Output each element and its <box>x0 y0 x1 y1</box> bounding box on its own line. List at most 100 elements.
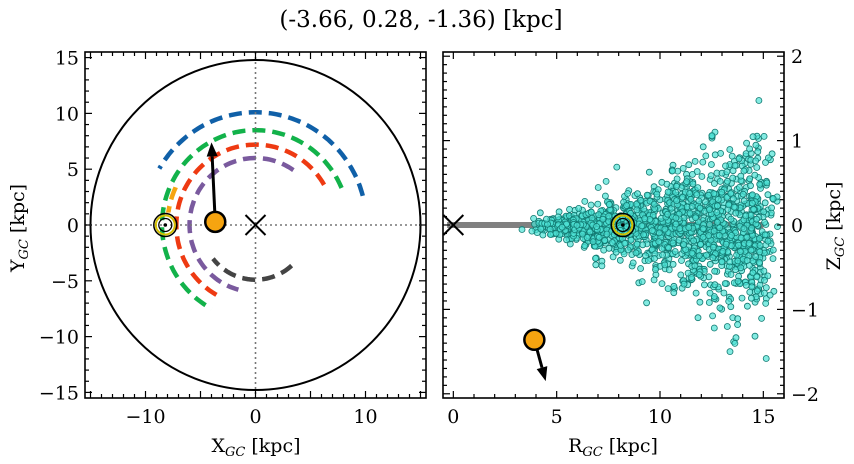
scatter-point <box>602 177 610 185</box>
left-x-tick-label: 10 <box>353 406 377 428</box>
left-y-tick-label: 15 <box>55 48 79 70</box>
scatter-point <box>762 284 770 292</box>
scatter-point <box>685 161 693 169</box>
scatter-point <box>675 236 683 244</box>
scatter-point <box>705 191 712 199</box>
scatter-point <box>727 190 735 198</box>
scatter-point <box>616 256 624 264</box>
scatter-point <box>751 332 759 340</box>
scatter-point <box>579 230 586 238</box>
scatter-point <box>729 174 737 182</box>
scatter-point <box>684 269 692 277</box>
scatter-point <box>699 158 707 166</box>
left-y-tick-label: 10 <box>55 103 79 125</box>
left-x-axis-label-unit: [kpc] <box>245 435 300 457</box>
scatter-point <box>665 266 673 274</box>
scatter-point <box>633 240 641 248</box>
left-y-tick-label: 5 <box>67 159 79 181</box>
scatter-point <box>760 267 768 275</box>
right-x-axis-label-sub: GC <box>582 445 602 460</box>
arrow-head <box>206 142 218 157</box>
scatter-point <box>575 204 583 212</box>
right-y-tick-label: −2 <box>791 384 819 406</box>
sun-marker <box>153 212 178 238</box>
scatter-point <box>734 277 742 285</box>
scatter-point <box>707 172 715 180</box>
scatter-point <box>709 312 716 320</box>
right-x-axis-label-unit: [kpc] <box>603 435 658 457</box>
scatter-point <box>725 297 733 305</box>
scatter-point <box>723 168 731 176</box>
scatter-point <box>699 225 707 233</box>
scatter-point <box>744 302 751 310</box>
right-y-tick-label: −1 <box>791 299 819 321</box>
scatter-point <box>583 234 591 241</box>
scatter-point <box>518 226 526 233</box>
scatter-point <box>735 155 743 163</box>
scatter-point <box>760 132 768 140</box>
scatter-point <box>761 218 768 226</box>
scatter-point <box>727 271 735 278</box>
scatter-point <box>748 224 755 232</box>
scatter-point <box>693 191 701 199</box>
scatter-point <box>672 214 680 222</box>
left-y-axis-label-main: Y <box>7 259 29 273</box>
scatter-point <box>586 228 594 236</box>
spiral-arm-dark <box>211 257 294 282</box>
scatter-point <box>701 281 708 289</box>
scatter-point <box>670 282 678 290</box>
right-y-axis-label-unit: [kpc] <box>823 182 845 237</box>
scatter-point <box>566 205 573 213</box>
scatter-point <box>710 190 718 198</box>
scatter-point <box>732 209 740 217</box>
scatter-point <box>672 188 680 196</box>
spiral-arm-red <box>174 142 327 300</box>
left-y-tick-label: 0 <box>67 215 79 237</box>
scatter-point <box>598 262 606 270</box>
scatter-point <box>740 225 748 233</box>
scatter-point <box>537 225 545 233</box>
scatter-point <box>753 273 761 281</box>
scatter-point <box>715 232 723 239</box>
scatter-point <box>613 163 621 171</box>
scatter-point <box>739 190 747 198</box>
scatter-point <box>756 235 763 242</box>
star-marker-rz <box>523 328 546 352</box>
scatter-point <box>723 323 731 330</box>
scatter-point <box>718 258 726 266</box>
right-x-axis-label-main: R <box>568 435 583 457</box>
scatter-point <box>621 239 629 247</box>
scatter-point <box>594 184 602 191</box>
scatter-point <box>632 249 640 257</box>
scatter-point <box>669 260 677 268</box>
scatter-point <box>756 180 764 188</box>
scatter-point <box>719 247 727 255</box>
scatter-point <box>708 161 715 168</box>
scatter-point <box>633 206 641 214</box>
scatter-point <box>688 203 696 210</box>
scatter-point <box>581 242 589 250</box>
scatter-point <box>672 220 680 228</box>
scatter-point <box>692 214 699 222</box>
scatter-point <box>693 168 701 175</box>
sun-inner-ring <box>158 217 173 233</box>
scatter-point <box>601 236 609 244</box>
scatter-point <box>694 314 702 322</box>
scatter-point <box>724 177 731 185</box>
scatter-point <box>638 222 646 230</box>
scatter-point <box>764 272 772 280</box>
scatter-point <box>769 255 777 263</box>
scatter-point <box>705 232 713 240</box>
sun-outer-ring <box>610 212 636 238</box>
figure-title: (-3.66, 0.28, -1.36) [kpc] <box>279 7 562 33</box>
right-x-tick-label: 5 <box>551 406 563 428</box>
scatter-point <box>605 244 613 252</box>
right-x-axis-label: RGC [kpc] <box>568 435 658 460</box>
right-y-tick-label: 0 <box>791 215 803 237</box>
scatter-point <box>670 289 678 297</box>
scatter-point <box>652 266 659 273</box>
scatter-point <box>709 243 717 251</box>
center-cross-rz-stroke-b <box>442 214 465 236</box>
